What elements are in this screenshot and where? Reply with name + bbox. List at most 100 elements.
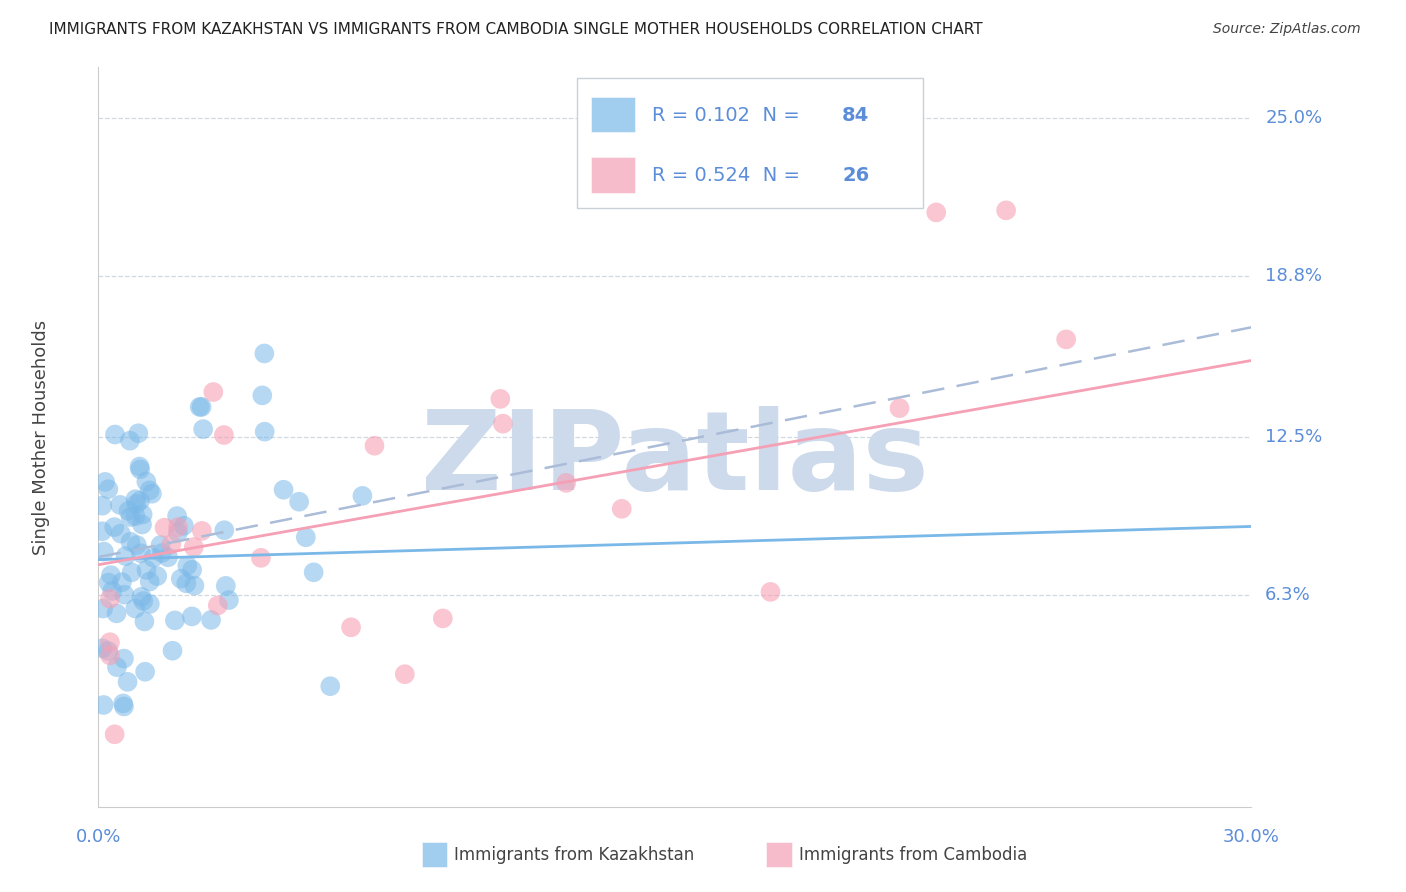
Point [108, 498, 131, 512]
Point [114, 588, 136, 602]
Point [114, 549, 136, 563]
Point [129, 493, 152, 508]
Text: Source: ZipAtlas.com: Source: ZipAtlas.com [1213, 22, 1361, 37]
Point [295, 530, 318, 544]
Point [1054, 332, 1077, 346]
Point [120, 534, 142, 549]
Point [149, 538, 172, 552]
Point [214, 523, 236, 537]
Point [218, 593, 240, 607]
Text: IMMIGRANTS FROM KAZAKHSTAN VS IMMIGRANTS FROM CAMBODIA SINGLE MOTHER HOUSEHOLDS : IMMIGRANTS FROM KAZAKHSTAN VS IMMIGRANTS… [49, 22, 983, 37]
Point [181, 563, 204, 577]
Point [131, 517, 153, 532]
Text: 12.5%: 12.5% [1265, 428, 1323, 446]
Point [492, 417, 515, 431]
Point [157, 550, 180, 565]
Point [138, 483, 160, 498]
Point [124, 509, 146, 524]
Point [166, 509, 188, 524]
Point [160, 537, 183, 551]
Text: ZIPatlas: ZIPatlas [420, 406, 929, 513]
Point [131, 590, 153, 604]
Point [93, 698, 115, 712]
Point [889, 401, 911, 416]
Point [131, 508, 153, 522]
FancyBboxPatch shape [591, 157, 634, 193]
Point [253, 346, 276, 360]
Point [91, 641, 114, 656]
Point [180, 609, 202, 624]
Point [121, 566, 143, 580]
Point [127, 426, 149, 441]
Point [91, 601, 114, 615]
Point [302, 566, 325, 580]
Point [125, 497, 148, 511]
Point [135, 475, 157, 489]
Point [394, 667, 416, 681]
Point [352, 489, 374, 503]
Text: 84: 84 [842, 105, 869, 125]
Point [104, 427, 127, 442]
Point [117, 674, 139, 689]
Point [142, 550, 165, 565]
Point [176, 558, 198, 573]
Point [252, 388, 274, 402]
Point [610, 501, 633, 516]
Point [146, 569, 169, 583]
Text: Single Mother Households: Single Mother Households [32, 319, 49, 555]
Point [103, 520, 125, 534]
Point [489, 392, 512, 406]
Point [163, 613, 186, 627]
Point [170, 572, 193, 586]
Point [94, 475, 117, 489]
Point [363, 439, 385, 453]
Point [91, 524, 114, 539]
Point [139, 597, 162, 611]
Point [167, 525, 190, 540]
Text: 0.0%: 0.0% [76, 828, 121, 846]
Point [93, 544, 115, 558]
Point [128, 459, 150, 474]
Text: R = 0.102  N =: R = 0.102 N = [652, 105, 806, 125]
Point [134, 615, 156, 629]
Point [176, 576, 198, 591]
Point [925, 205, 948, 219]
Point [995, 203, 1018, 218]
Point [162, 644, 184, 658]
Point [100, 568, 122, 582]
Point [153, 521, 176, 535]
Point [200, 613, 222, 627]
Point [98, 648, 121, 663]
Point [120, 510, 142, 524]
Point [101, 584, 124, 599]
Point [288, 494, 311, 508]
Point [183, 579, 205, 593]
Point [138, 574, 160, 589]
Point [105, 607, 128, 621]
Point [141, 487, 163, 501]
Point [759, 585, 782, 599]
Text: 18.8%: 18.8% [1265, 268, 1322, 285]
Point [112, 697, 135, 711]
Point [125, 538, 148, 552]
Point [340, 620, 363, 634]
Point [273, 483, 295, 497]
Point [191, 422, 214, 436]
Text: Immigrants from Kazakhstan: Immigrants from Kazakhstan [454, 846, 695, 863]
Point [319, 679, 342, 693]
Point [98, 591, 121, 606]
Point [135, 563, 157, 577]
Point [118, 434, 141, 448]
Point [212, 428, 235, 442]
Point [134, 665, 156, 679]
Point [97, 575, 120, 590]
Point [202, 385, 225, 400]
Point [129, 462, 152, 476]
Text: 25.0%: 25.0% [1265, 109, 1323, 127]
Point [124, 492, 146, 507]
Point [97, 482, 120, 496]
Point [132, 594, 155, 608]
Point [253, 425, 276, 439]
Point [432, 611, 454, 625]
Point [105, 660, 128, 674]
